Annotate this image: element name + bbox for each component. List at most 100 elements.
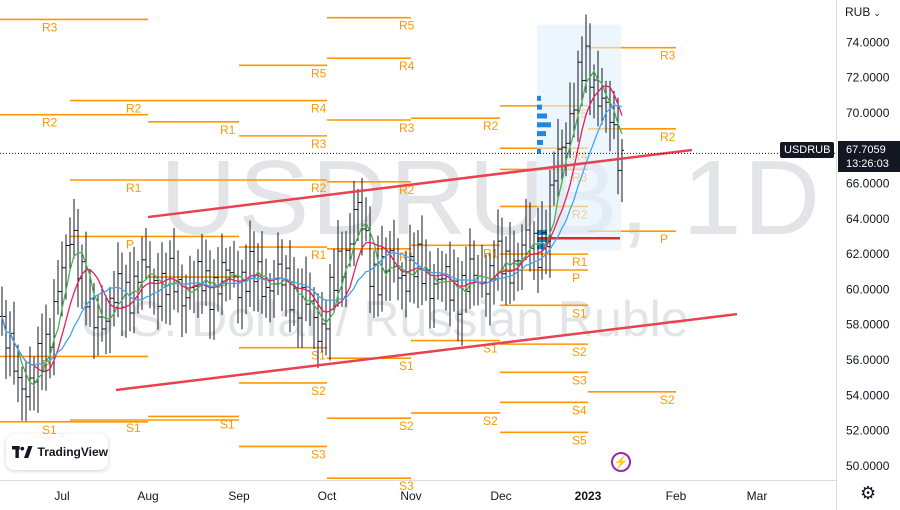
y-tick-label: 74.0000 xyxy=(846,35,890,49)
price-bar xyxy=(456,257,460,342)
x-tick-label: 2023 xyxy=(575,489,602,503)
price-bar xyxy=(224,247,228,302)
pivot-level-label: R3 xyxy=(42,20,58,34)
price-bar xyxy=(28,346,32,411)
price-bar xyxy=(100,285,104,342)
price-bar xyxy=(616,97,620,195)
pivot-level-label: S1 xyxy=(42,423,57,437)
pivot-level-label: S3 xyxy=(311,447,326,461)
price-bar xyxy=(264,258,268,318)
pivot-level-label: R2 xyxy=(483,119,499,133)
price-bar xyxy=(276,232,280,296)
pivot-level-label: S1 xyxy=(311,349,326,363)
pivot-level-label: R1 xyxy=(220,123,236,137)
bar-countdown: 13:26:03 xyxy=(846,158,889,170)
price-bar xyxy=(216,247,220,312)
pivot-level-label: S1 xyxy=(399,359,414,373)
price-bar xyxy=(272,260,276,318)
price-bar xyxy=(172,227,176,310)
gear-icon[interactable]: ⚙ xyxy=(860,483,877,503)
price-bar xyxy=(316,293,320,369)
price-bar xyxy=(432,263,436,329)
price-bar xyxy=(288,240,292,333)
price-bar xyxy=(228,246,232,300)
price-bar xyxy=(356,188,360,242)
price-bar xyxy=(44,304,48,391)
price-bar xyxy=(508,222,512,304)
volume-profile-bar xyxy=(537,237,551,242)
price-bar xyxy=(540,201,544,280)
tradingview-badge[interactable]: TradingView xyxy=(6,434,108,470)
price-bar xyxy=(16,344,20,403)
x-tick-label: Nov xyxy=(400,489,421,503)
volume-profile-bar xyxy=(537,95,541,101)
price-bar xyxy=(120,252,124,337)
x-tick-label: Aug xyxy=(137,489,158,503)
last-price-box: 67.7059 13:26:03 xyxy=(838,141,900,172)
pivot-level-label: R3 xyxy=(399,121,415,135)
price-bar xyxy=(368,206,372,314)
price-bar xyxy=(420,215,424,306)
time-axis-separator xyxy=(0,480,836,481)
volume-profile-bar xyxy=(537,139,543,145)
price-bar xyxy=(196,249,200,318)
price-bar xyxy=(200,233,204,314)
price-bar xyxy=(560,129,564,180)
pivot-level-label: R2 xyxy=(126,102,142,116)
y-tick-label: 54.0000 xyxy=(846,388,890,402)
price-bar xyxy=(556,118,560,200)
currency-selector[interactable]: RUB ⌄ xyxy=(845,5,881,19)
price-bar xyxy=(324,299,328,356)
currency-label: RUB xyxy=(845,5,871,19)
price-bar xyxy=(336,220,340,307)
price-bar xyxy=(236,250,240,324)
price-bar xyxy=(280,239,284,312)
price-bar xyxy=(388,231,392,301)
price-bar xyxy=(532,221,536,280)
pivot-level-label: R1 xyxy=(572,255,588,269)
price-bar xyxy=(184,274,188,334)
price-bar xyxy=(604,80,608,133)
volume-profile-bar xyxy=(537,122,551,128)
pivot-level-label: S1 xyxy=(220,417,235,431)
pivot-level-label: S2 xyxy=(311,384,326,398)
price-bar xyxy=(112,271,116,327)
tradingview-text: TradingView xyxy=(37,445,108,459)
x-tick-label: Jul xyxy=(54,489,69,503)
price-bar xyxy=(580,36,584,106)
pivot-level-label: S4 xyxy=(572,403,587,417)
price-bar xyxy=(592,64,596,119)
price-bar xyxy=(488,253,492,326)
price-bar xyxy=(520,224,524,290)
tradingview-logo-icon xyxy=(12,446,33,458)
x-tick-label: Oct xyxy=(318,489,337,503)
volume-profile-bar xyxy=(537,113,547,119)
pivot-level-label: P xyxy=(126,237,134,251)
pivot-level-label: S2 xyxy=(483,414,498,428)
price-axis-separator xyxy=(836,0,837,510)
pivot-level-label: R1 xyxy=(126,181,142,195)
price-bar xyxy=(620,138,624,203)
price-bar xyxy=(500,217,504,302)
lightning-icon[interactable]: ⚡ xyxy=(611,452,631,472)
price-bar xyxy=(448,241,452,327)
y-tick-label: 60.0000 xyxy=(846,282,890,296)
price-bar xyxy=(572,82,576,138)
price-bar xyxy=(104,295,108,355)
symbol-watermark: USDRUB, 1D xyxy=(160,139,823,257)
price-bar xyxy=(348,213,352,267)
price-bar xyxy=(204,239,208,307)
price-bar xyxy=(460,261,464,346)
price-bar xyxy=(600,67,604,125)
volume-profile-bar xyxy=(537,131,546,137)
chevron-down-icon: ⌄ xyxy=(873,8,881,18)
price-bar xyxy=(256,243,260,312)
price-bar xyxy=(372,250,376,318)
ma-slow-line xyxy=(1,104,623,367)
x-tick-label: Dec xyxy=(490,489,511,503)
price-bar xyxy=(124,264,128,338)
price-bar xyxy=(68,217,72,270)
price-bar xyxy=(332,248,336,313)
pivot-level-label: S2 xyxy=(399,419,414,433)
